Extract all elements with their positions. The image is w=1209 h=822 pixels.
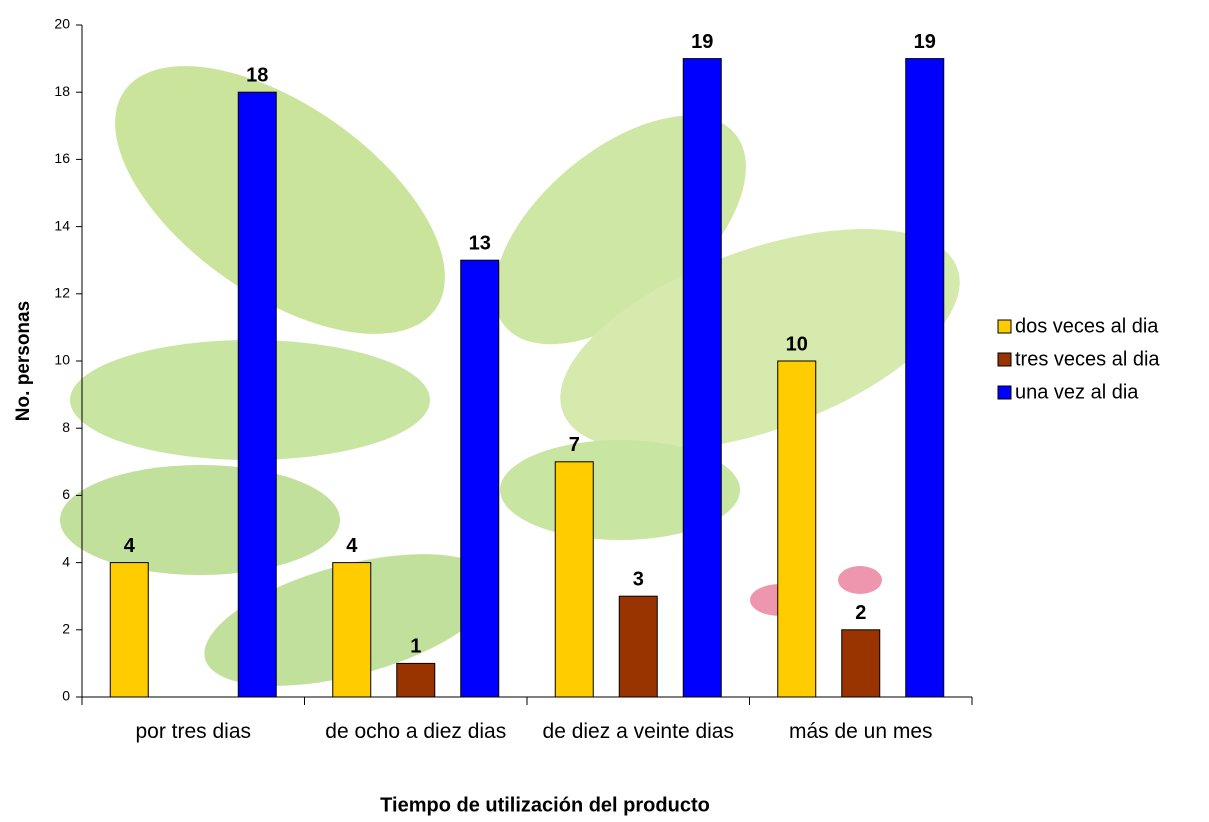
bar — [460, 259, 500, 698]
y-tick-label: 0 — [62, 688, 70, 704]
data-label: 19 — [691, 31, 713, 53]
data-label: 10 — [786, 333, 808, 355]
data-label: 19 — [914, 31, 936, 53]
x-tick-label: de ocho a diez dias — [325, 720, 507, 743]
y-tick-label: 8 — [62, 419, 70, 435]
bar — [905, 58, 945, 698]
legend-swatch — [997, 352, 1012, 367]
x-tick-label: por tres dias — [135, 720, 252, 743]
data-label: 7 — [569, 434, 580, 456]
y-tick-label: 10 — [54, 352, 70, 368]
bar — [332, 562, 372, 698]
bar — [109, 562, 149, 698]
x-tick-label: de diez a veinte dias — [542, 720, 734, 743]
bar — [237, 91, 277, 698]
legend-swatch — [997, 319, 1012, 334]
y-tick-label: 14 — [54, 217, 70, 233]
x-axis-title: Tiempo de utilización del producto — [380, 794, 710, 816]
bar — [554, 461, 594, 698]
bar — [777, 360, 817, 698]
legend-label: una vez al dia — [1015, 381, 1139, 403]
legend-label: tres veces al dia — [1015, 348, 1160, 370]
bar — [682, 58, 722, 698]
x-tick-label: más de un mes — [788, 720, 933, 743]
data-label: 1 — [410, 636, 421, 658]
data-label: 18 — [246, 64, 268, 86]
bar — [841, 629, 881, 698]
y-tick-label: 20 — [54, 16, 70, 32]
legend-swatch — [997, 385, 1012, 400]
y-axis-title: No. personas — [13, 301, 34, 421]
bar — [618, 595, 658, 698]
y-tick-label: 12 — [54, 285, 70, 301]
y-tick-label: 6 — [62, 486, 70, 502]
y-tick-label: 16 — [54, 150, 70, 166]
y-tick-label: 4 — [62, 553, 70, 569]
background-leaves — [60, 66, 960, 686]
y-tick-label: 18 — [54, 83, 70, 99]
data-label: 4 — [124, 535, 136, 557]
legend-label: dos veces al dia — [1015, 315, 1159, 337]
data-label: 4 — [346, 535, 358, 557]
bar — [396, 662, 436, 698]
y-tick-label: 2 — [62, 621, 70, 637]
data-label: 2 — [855, 602, 866, 624]
data-label: 13 — [469, 232, 491, 254]
data-label: 3 — [633, 568, 644, 590]
